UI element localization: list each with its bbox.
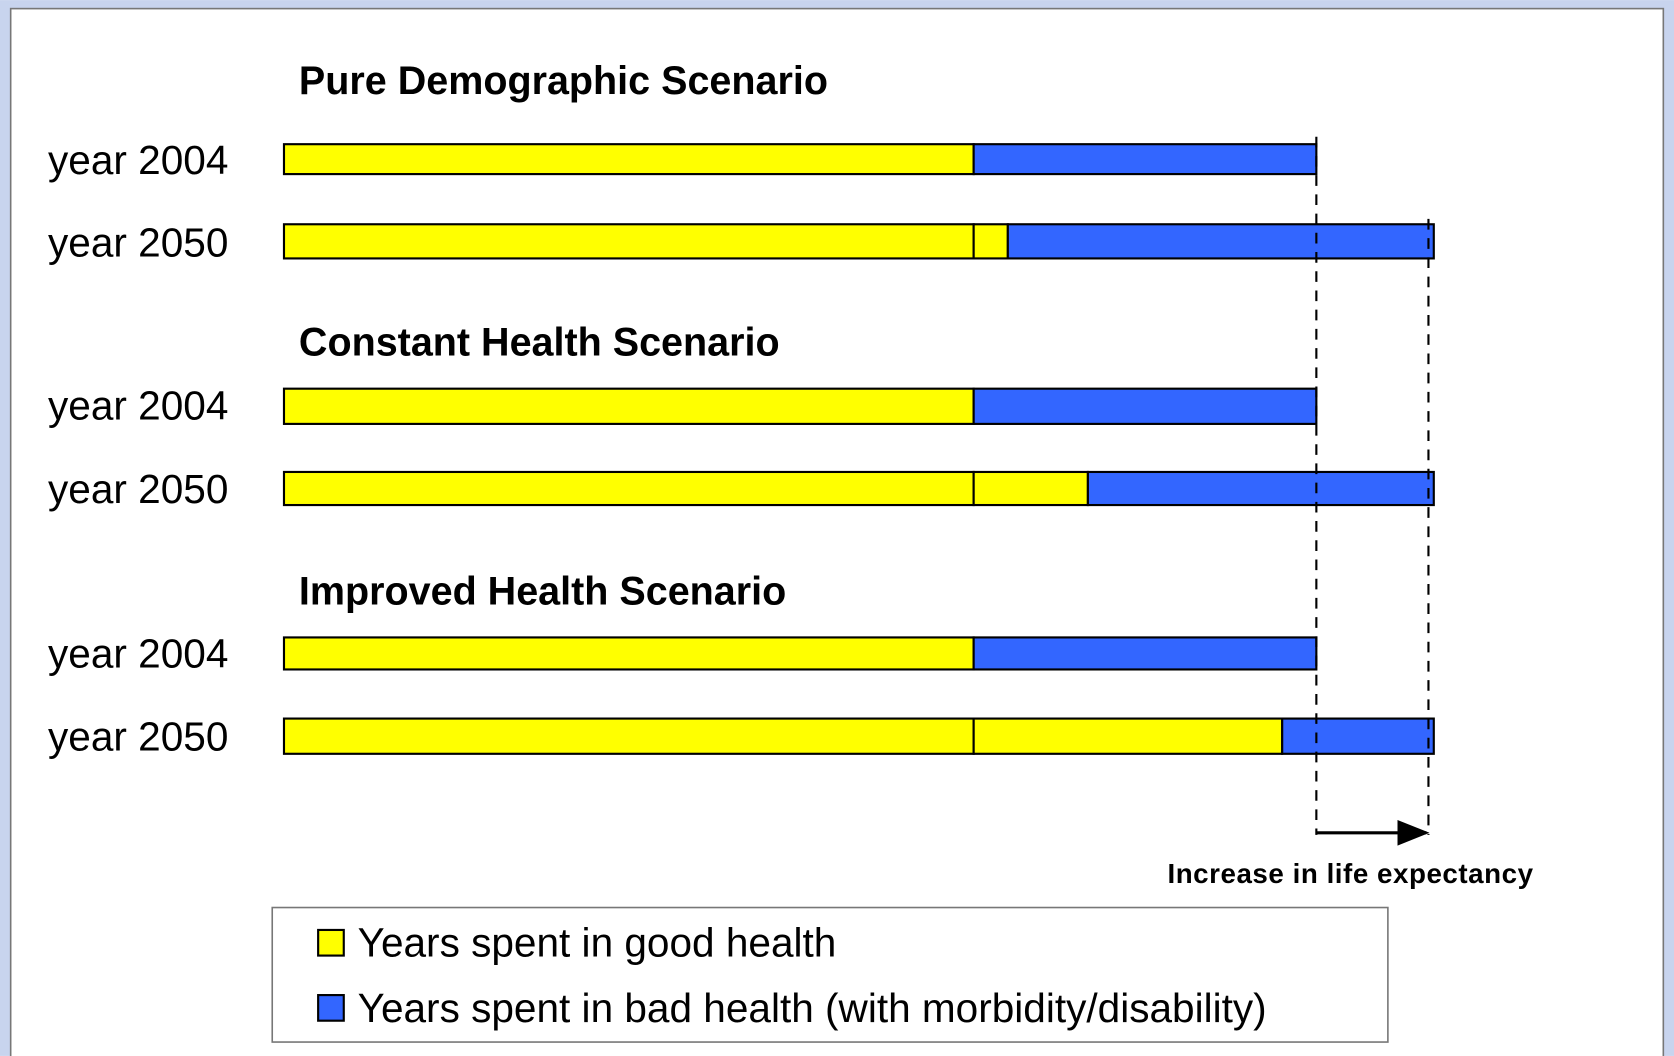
row-label: year 2050: [48, 219, 228, 265]
good-bar: [282, 223, 975, 260]
legend: [271, 906, 1389, 1043]
good-bar-extra: [972, 223, 1009, 260]
bad-bar: [1006, 223, 1435, 260]
bad-bar: [972, 636, 1318, 671]
good-bar: [282, 717, 975, 755]
bad-bar: [972, 143, 1318, 176]
row-label: year 2004: [48, 137, 228, 183]
legend-label: Years spent in good health: [358, 920, 837, 966]
legend-swatch: [317, 994, 345, 1022]
good-bar: [282, 387, 975, 425]
scenario-title: Pure Demographic Scenario: [299, 59, 828, 103]
annotation: Increase in life expectancy: [1167, 858, 1533, 889]
bad-bar: [1086, 470, 1435, 507]
row-label: year 2004: [48, 630, 228, 676]
panel: [9, 7, 1665, 1056]
row-label: year 2050: [48, 466, 228, 512]
legend-swatch: [317, 928, 345, 957]
good-bar: [282, 470, 975, 507]
bad-bar: [1281, 717, 1435, 755]
scenario-title: Constant Health Scenario: [299, 321, 780, 365]
good-bar: [282, 143, 975, 176]
row-label: year 2004: [48, 383, 228, 429]
good-bar-extra: [972, 470, 1089, 507]
row-label: year 2050: [48, 714, 228, 760]
bad-bar: [972, 387, 1318, 425]
good-bar-extra: [972, 717, 1284, 755]
scenario-title: Improved Health Scenario: [299, 569, 786, 613]
legend-label: Years spent in bad health (with morbidit…: [358, 985, 1267, 1031]
good-bar: [282, 636, 975, 671]
